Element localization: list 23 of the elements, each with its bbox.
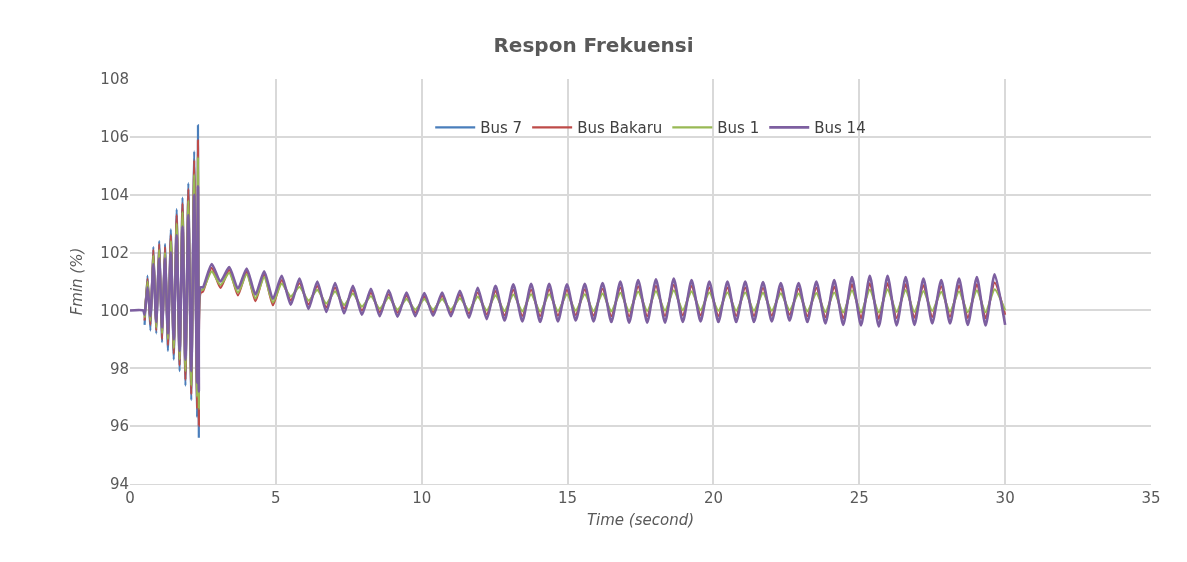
legend-label: Bus 7 [480,119,523,138]
x-tick-label: 0 [125,489,135,507]
legend-label: Bus Bakaru [577,119,663,138]
y-tick-label: 98 [109,359,129,378]
chart-title: Respon Frekuensi [493,32,694,57]
x-tick-label: 35 [1141,489,1161,507]
x-tick-label: 20 [703,489,723,507]
y-tick-label: 104 [100,185,129,204]
y-tick-label: 100 [100,301,129,320]
x-tick-label: 30 [995,489,1015,507]
y-tick-label: 108 [100,70,129,89]
x-tick-label: 10 [412,489,432,507]
y-tick-label: 102 [100,243,129,262]
x-tick-label: 25 [849,489,869,507]
y-axis-title: Fmin (%) [67,247,86,316]
x-axis-title: Time (second) [586,511,695,529]
line-series [130,184,1007,393]
y-tick-label: 106 [100,128,129,147]
y-tick-label: 96 [109,417,129,436]
legend-label: Bus 14 [814,119,866,138]
x-tick-label: 5 [271,489,281,507]
legend-label: Bus 1 [717,119,760,138]
x-tick-label: 15 [558,489,578,507]
